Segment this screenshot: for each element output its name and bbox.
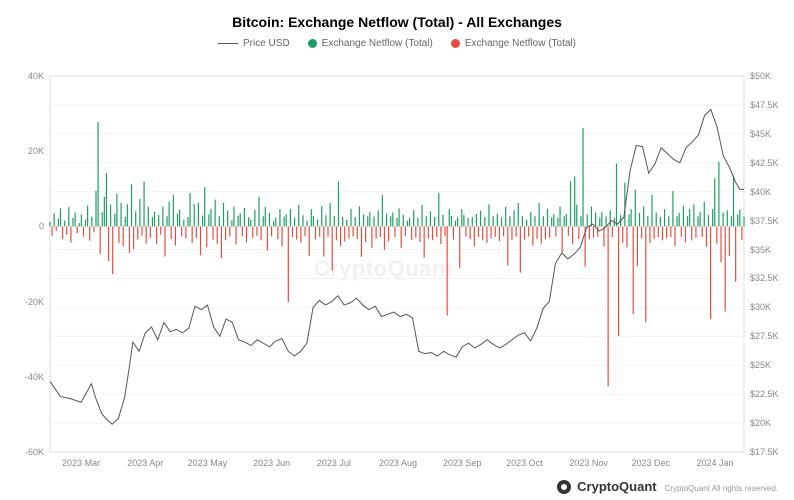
y-right-tick: $35K xyxy=(750,245,784,255)
y-right-tick: $20K xyxy=(750,418,784,428)
brand-logo-icon xyxy=(557,480,571,494)
footer-copyright: CryptoQuant All rights reserved. xyxy=(665,484,778,494)
x-tick: 2023 Nov xyxy=(569,458,608,468)
y-right-tick: $27.5K xyxy=(750,331,784,341)
y-right-tick: $47.5K xyxy=(750,100,784,110)
y-right-tick: $50K xyxy=(750,71,784,81)
x-tick: 2023 Apr xyxy=(127,458,163,468)
x-tick: 2024 Jan xyxy=(696,458,733,468)
footer-brand: CryptoQuant xyxy=(577,479,656,494)
y-right-tick: $30K xyxy=(750,302,784,312)
footer: CryptoQuant CryptoQuant All rights reser… xyxy=(557,479,778,494)
y-left-tick: -40K xyxy=(14,372,44,382)
x-tick: 2023 Jul xyxy=(317,458,351,468)
y-right-tick: $25K xyxy=(750,360,784,370)
x-tick: 2023 Aug xyxy=(379,458,417,468)
y-left-tick: -60K xyxy=(14,447,44,457)
y-left-tick: -20K xyxy=(14,297,44,307)
chart-plot xyxy=(0,0,794,500)
x-tick: 2023 Jun xyxy=(253,458,290,468)
y-right-tick: $45K xyxy=(750,129,784,139)
y-left-tick: 40K xyxy=(14,71,44,81)
x-tick: 2023 Dec xyxy=(632,458,671,468)
x-tick: 2023 May xyxy=(188,458,228,468)
y-right-tick: $22.5K xyxy=(750,389,784,399)
y-left-tick: 20K xyxy=(14,146,44,156)
y-right-tick: $32.5K xyxy=(750,273,784,283)
y-left-tick: 0 xyxy=(14,221,44,231)
y-right-tick: $42.5K xyxy=(750,158,784,168)
x-tick: 2023 Mar xyxy=(62,458,100,468)
x-tick: 2023 Sep xyxy=(443,458,482,468)
y-right-tick: $37.5K xyxy=(750,216,784,226)
y-right-tick: $40K xyxy=(750,187,784,197)
x-tick: 2023 Oct xyxy=(506,458,543,468)
y-right-tick: $17.5K xyxy=(750,447,784,457)
